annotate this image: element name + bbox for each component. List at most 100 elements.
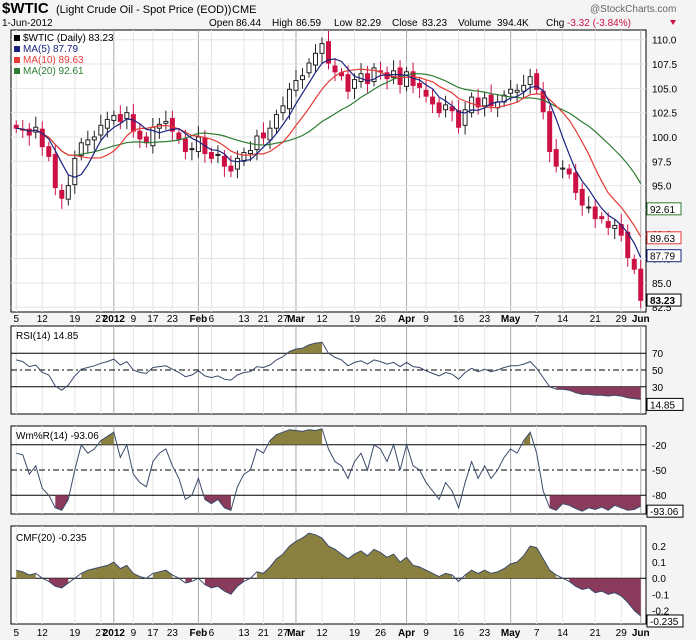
- x-tick-label: 2012: [103, 628, 126, 639]
- candle-body: [508, 88, 514, 94]
- cmf-tag: -0.235: [650, 617, 679, 628]
- rsi-tag-box: [646, 397, 684, 411]
- price-y-tick-label: 95.0: [652, 182, 672, 193]
- candle-body: [59, 189, 65, 199]
- x-tick-label: 5: [13, 314, 19, 325]
- x-tick-label: 23: [167, 628, 179, 639]
- candle-body: [423, 89, 429, 97]
- candle-body: [566, 168, 572, 175]
- volume-value: 394.4K: [497, 18, 529, 29]
- price-tag: 92.61: [650, 205, 675, 216]
- rsi-tag: 14.85: [650, 400, 675, 411]
- candle-body: [195, 136, 201, 153]
- x-tick-label: Mar: [287, 628, 305, 639]
- candle-body: [592, 206, 598, 220]
- x-tick-label: 26: [375, 314, 387, 325]
- candle-body: [547, 111, 553, 153]
- candle-body: [475, 97, 481, 108]
- close-value: 83.23: [422, 18, 447, 29]
- close-label: Close: [392, 18, 418, 29]
- x-tick-label: 26: [375, 628, 387, 639]
- price-y-tick-label: 82.5: [652, 303, 672, 314]
- wr-fill-area: [270, 428, 322, 445]
- candle-body: [169, 117, 175, 132]
- legend-swatch: [14, 46, 20, 52]
- x-tick-label: 16: [453, 628, 465, 639]
- x-tick-label: 27: [277, 628, 289, 639]
- x-tick-label: 23: [479, 628, 491, 639]
- candle-body: [117, 114, 123, 122]
- x-tick-label: 23: [479, 314, 491, 325]
- x-tick-label: May: [501, 314, 521, 325]
- candle-body: [98, 124, 104, 136]
- candle-body: [176, 132, 182, 140]
- high-value: 86.59: [296, 18, 321, 29]
- legend-entry: $WTIC (Daily) 83.23: [23, 33, 114, 44]
- x-tick-label: 6: [209, 314, 215, 325]
- wr-fill-area: [549, 495, 641, 512]
- candle-body: [273, 114, 279, 129]
- candle-body: [638, 268, 644, 301]
- x-tick-label: 2012: [103, 314, 126, 325]
- cmf-fill-area: [81, 562, 140, 579]
- indicator-fills: [16, 342, 641, 616]
- price-y-tick-label: 102.5: [652, 109, 677, 120]
- x-tick-label: 12: [316, 314, 328, 325]
- candle-body: [579, 188, 585, 206]
- x-tick-label: 23: [167, 314, 179, 325]
- x-tick-label: Apr: [398, 314, 415, 325]
- wr-y-tick-label: -20: [652, 441, 667, 452]
- legend-entry: MA(5) 87.79: [23, 44, 78, 55]
- price-y-tick-label: 107.5: [652, 60, 677, 71]
- candle-body: [111, 115, 117, 121]
- wr-tag-box: [646, 504, 684, 518]
- legend-swatch: [14, 68, 20, 74]
- candle-body: [560, 167, 566, 170]
- price-tag-box: [646, 231, 682, 245]
- x-tick-label: 19: [69, 628, 81, 639]
- wr-y-tick-label: -80: [652, 491, 667, 502]
- x-tick-label: 29: [616, 314, 628, 325]
- x-tick-label: 7: [534, 314, 540, 325]
- x-tick-label: Mar: [287, 314, 305, 325]
- candle-body: [521, 84, 527, 92]
- cmf-line: [16, 532, 642, 617]
- candle-body: [312, 52, 318, 66]
- x-tick-label: 21: [258, 628, 270, 639]
- cmf-tag-box: [646, 614, 684, 628]
- wr-fill-area: [55, 495, 69, 511]
- legend-entry: MA(10) 89.63: [23, 55, 84, 66]
- x-tick-label: 12: [37, 628, 49, 639]
- wr-y-tick-label: -50: [652, 466, 667, 477]
- x-tick-label: Jun: [632, 314, 650, 325]
- candle-body: [91, 136, 97, 141]
- cmf-fill-area: [569, 578, 641, 616]
- price-y-tick-label: 85.0: [652, 279, 672, 290]
- candle-body: [130, 114, 136, 132]
- candle-body: [631, 258, 637, 270]
- cmf-y-tick-label: -0.1: [652, 590, 670, 601]
- candle-body: [605, 221, 611, 228]
- cmf-fill-area: [16, 570, 36, 579]
- x-tick-label: Apr: [398, 628, 415, 639]
- candle-body: [182, 138, 188, 153]
- cmf-label: CMF(20) -0.235: [16, 533, 87, 544]
- wr-fill-area: [523, 432, 531, 445]
- x-tick-label: 29: [616, 628, 628, 639]
- candle-body: [449, 106, 455, 112]
- x-tick-label: 27: [95, 628, 107, 639]
- cmf-y-tick-label: -0.2: [652, 606, 670, 617]
- x-tick-label: 12: [316, 628, 328, 639]
- candle-body: [254, 135, 260, 151]
- candle-body: [46, 146, 52, 157]
- candle-body: [456, 110, 462, 128]
- legend-swatch: [14, 35, 20, 41]
- rsi-line: [16, 341, 641, 400]
- rsi-fill-area: [289, 342, 322, 354]
- date-label: 1-Jun-2012: [2, 18, 53, 29]
- candle-body: [215, 153, 221, 156]
- open-label: Open: [209, 18, 233, 29]
- x-tick-label: 13: [238, 314, 250, 325]
- x-tick-label: 19: [349, 628, 361, 639]
